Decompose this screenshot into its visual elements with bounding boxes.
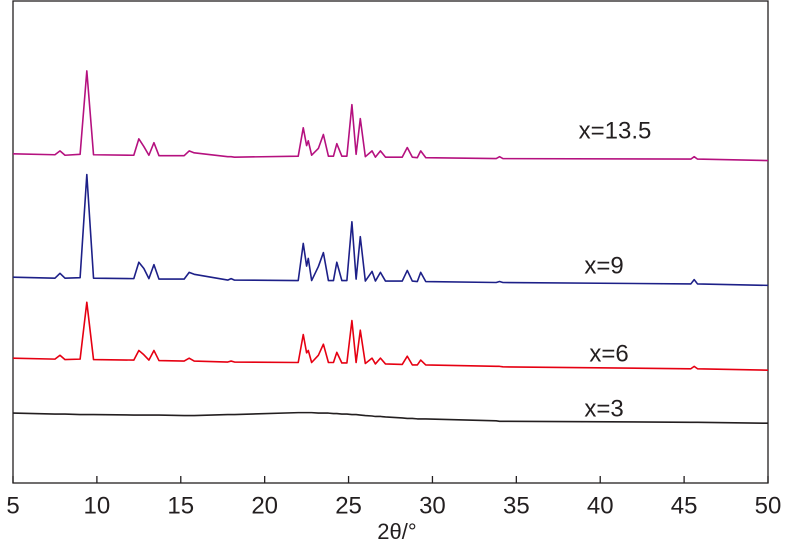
x-tick-label: 25 — [335, 492, 362, 519]
x-tick-label: 35 — [503, 492, 530, 519]
x-tick-label: 15 — [167, 492, 194, 519]
x-tick-label: 30 — [419, 492, 446, 519]
x-tick-label: 40 — [587, 492, 614, 519]
series-label: x=6 — [589, 340, 628, 367]
x-tick-label: 45 — [671, 492, 698, 519]
series-line — [12, 411, 769, 425]
series-label: x=3 — [584, 395, 623, 422]
series-label: x=13.5 — [579, 117, 652, 144]
x-tick-label: 50 — [755, 492, 782, 519]
x-axis-label: 2θ/° — [377, 519, 416, 544]
series-line — [12, 173, 769, 287]
series-label: x=9 — [584, 252, 623, 279]
series-line — [12, 301, 769, 372]
x-tick-label: 5 — [6, 492, 19, 519]
x-tick-label: 10 — [84, 492, 111, 519]
plot-frame — [12, 0, 769, 484]
x-tick-label: 20 — [251, 492, 278, 519]
series-line — [12, 70, 769, 162]
